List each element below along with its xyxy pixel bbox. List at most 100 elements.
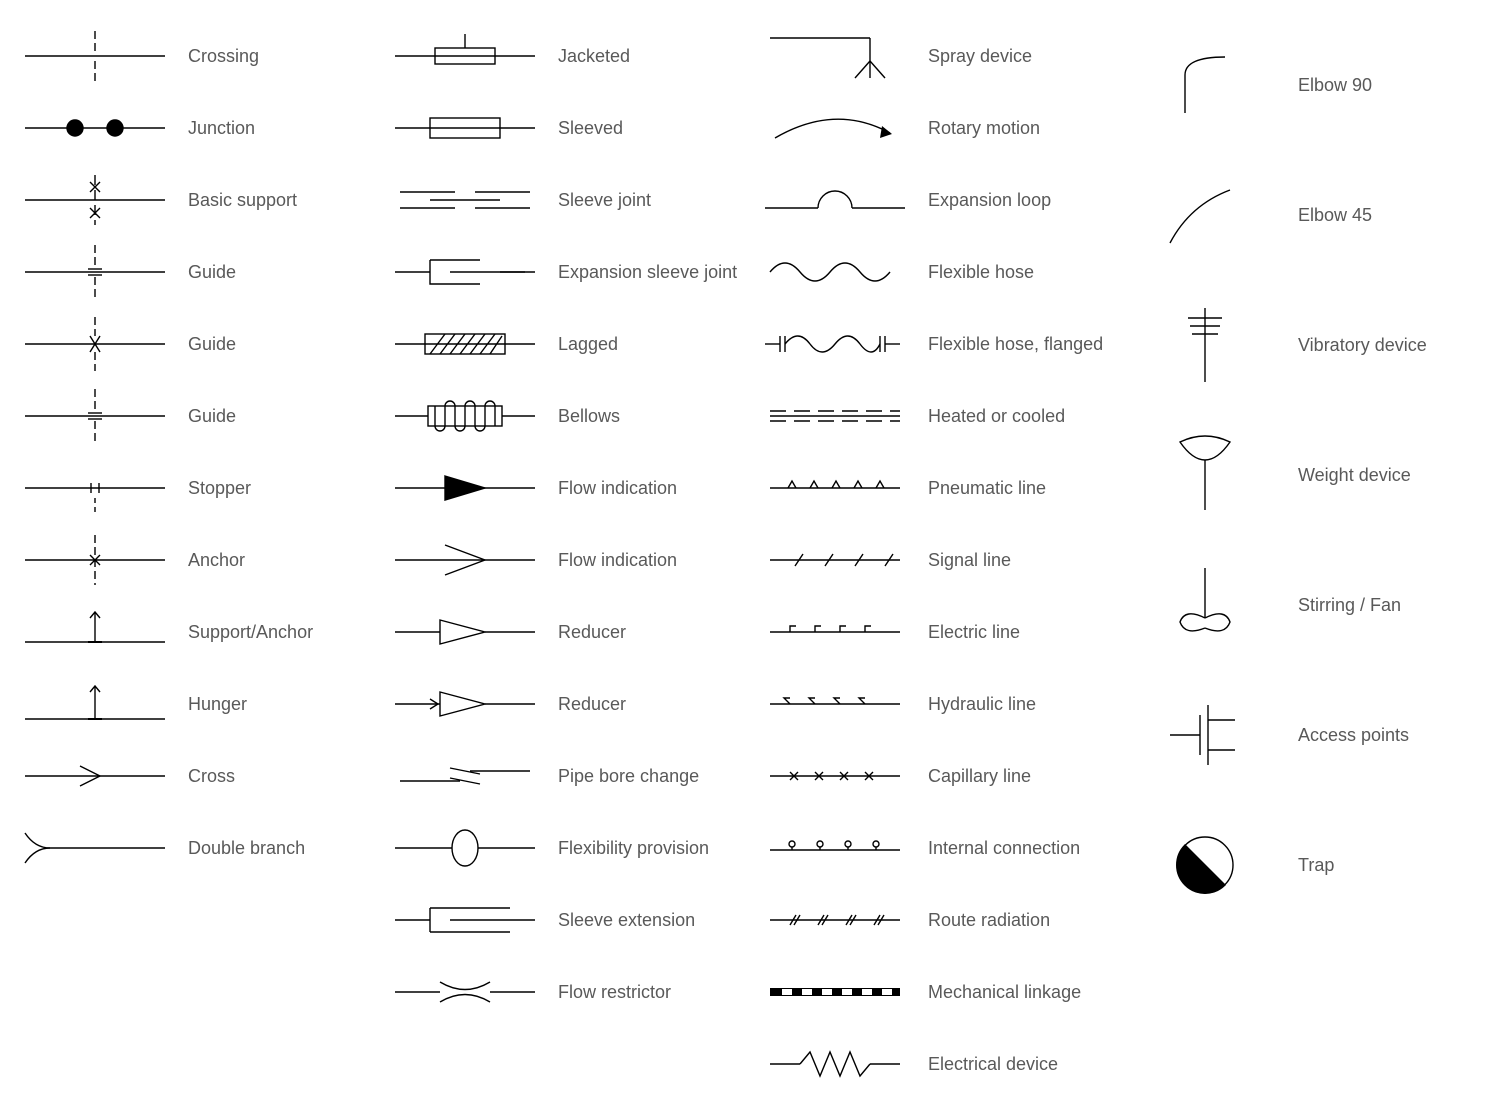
symbol-flow-indication-open: Flow indication <box>390 524 740 596</box>
symbol-pneumatic-line: Pneumatic line <box>760 452 1110 524</box>
symbol-internal-connection: Internal connection <box>760 812 1110 884</box>
symbol-jacketed: Jacketed <box>390 20 740 92</box>
pipe-bore-change-label: Pipe bore change <box>558 765 699 788</box>
expansion-loop-icon <box>760 170 910 230</box>
guide-2-label: Guide <box>188 333 236 356</box>
symbol-stirring-fan: Stirring / Fan <box>1130 540 1480 670</box>
flow-indication-solid-label: Flow indication <box>558 477 677 500</box>
symbol-pipe-bore-change: Pipe bore change <box>390 740 740 812</box>
symbol-sleeve-extension: Sleeve extension <box>390 884 740 956</box>
flow-indication-solid-icon <box>390 458 540 518</box>
symbol-junction: Junction <box>20 92 370 164</box>
guide-3-label: Guide <box>188 405 236 428</box>
hunger-icon <box>20 674 170 734</box>
access-points-icon <box>1130 705 1280 765</box>
support-anchor-icon <box>20 602 170 662</box>
anchor-icon <box>20 530 170 590</box>
sleeve-joint-icon <box>390 170 540 230</box>
symbol-access-points: Access points <box>1130 670 1480 800</box>
symbol-guide-2: Guide <box>20 308 370 380</box>
symbol-flexible-hose: Flexible hose <box>760 236 1110 308</box>
spray-device-icon <box>760 26 910 86</box>
flow-indication-open-label: Flow indication <box>558 549 677 572</box>
symbol-hydraulic-line: Hydraulic line <box>760 668 1110 740</box>
heated-or-cooled-icon <box>760 386 910 446</box>
support-anchor-label: Support/Anchor <box>188 621 313 644</box>
crossing-label: Crossing <box>188 45 259 68</box>
trap-icon <box>1130 835 1280 895</box>
symbol-sleeved: Sleeved <box>390 92 740 164</box>
flexible-hose-flanged-label: Flexible hose, flanged <box>928 333 1103 356</box>
flexibility-provision-icon <box>390 818 540 878</box>
weight-device-icon <box>1130 445 1280 505</box>
column-3: Spray device Rotary motion Expansion loo… <box>760 20 1110 1100</box>
rotary-motion-icon <box>760 98 910 158</box>
signal-line-label: Signal line <box>928 549 1011 572</box>
sleeve-extension-label: Sleeve extension <box>558 909 695 932</box>
junction-label: Junction <box>188 117 255 140</box>
symbol-guide-3: Guide <box>20 380 370 452</box>
flow-restrictor-icon <box>390 962 540 1022</box>
symbol-flow-indication-solid: Flow indication <box>390 452 740 524</box>
symbol-electrical-device: Electrical device <box>760 1028 1110 1100</box>
symbol-support-anchor: Support/Anchor <box>20 596 370 668</box>
symbol-route-radiation: Route radiation <box>760 884 1110 956</box>
symbol-reducer: Reducer <box>390 596 740 668</box>
sleeve-extension-icon <box>390 890 540 950</box>
elbow-45-label: Elbow 45 <box>1298 204 1372 227</box>
crossing-icon <box>20 26 170 86</box>
basic-support-label: Basic support <box>188 189 297 212</box>
internal-connection-label: Internal connection <box>928 837 1080 860</box>
symbol-guide-1: Guide <box>20 236 370 308</box>
symbol-grid: Crossing Junction Basic s <box>20 20 1480 1100</box>
guide-1-label: Guide <box>188 261 236 284</box>
capillary-line-label: Capillary line <box>928 765 1031 788</box>
guide-2-icon <box>20 314 170 374</box>
electric-line-label: Electric line <box>928 621 1020 644</box>
elbow-90-icon <box>1130 55 1280 115</box>
pipe-bore-change-icon <box>390 746 540 806</box>
hydraulic-line-label: Hydraulic line <box>928 693 1036 716</box>
mechanical-linkage-icon <box>760 962 910 1022</box>
heated-or-cooled-label: Heated or cooled <box>928 405 1065 428</box>
pneumatic-line-label: Pneumatic line <box>928 477 1046 500</box>
elbow-45-icon <box>1130 185 1280 245</box>
bellows-label: Bellows <box>558 405 620 428</box>
symbol-flow-restrictor: Flow restrictor <box>390 956 740 1028</box>
jacketed-label: Jacketed <box>558 45 630 68</box>
guide-3-icon <box>20 386 170 446</box>
route-radiation-label: Route radiation <box>928 909 1050 932</box>
symbol-stopper: Stopper <box>20 452 370 524</box>
double-branch-icon <box>20 818 170 878</box>
sleeved-label: Sleeved <box>558 117 623 140</box>
sleeve-joint-label: Sleeve joint <box>558 189 651 212</box>
bellows-icon <box>390 386 540 446</box>
column-2: Jacketed Sleeved Sleeve j <box>390 20 740 1100</box>
symbol-elbow-90: Elbow 90 <box>1130 20 1480 150</box>
stirring-fan-label: Stirring / Fan <box>1298 594 1401 617</box>
access-points-label: Access points <box>1298 724 1409 747</box>
symbol-elbow-45: Elbow 45 <box>1130 150 1480 280</box>
symbol-hunger: Hunger <box>20 668 370 740</box>
stopper-label: Stopper <box>188 477 251 500</box>
cross-icon <box>20 746 170 806</box>
symbol-lagged: Lagged <box>390 308 740 380</box>
route-radiation-icon <box>760 890 910 950</box>
flow-restrictor-label: Flow restrictor <box>558 981 671 1004</box>
symbol-mechanical-linkage: Mechanical linkage <box>760 956 1110 1028</box>
symbol-capillary-line: Capillary line <box>760 740 1110 812</box>
symbol-flexibility-provision: Flexibility provision <box>390 812 740 884</box>
junction-icon <box>20 98 170 158</box>
flexibility-provision-label: Flexibility provision <box>558 837 709 860</box>
symbol-flexible-hose-flanged: Flexible hose, flanged <box>760 308 1110 380</box>
flexible-hose-icon <box>760 242 910 302</box>
symbol-trap: Trap <box>1130 800 1480 930</box>
capillary-line-icon <box>760 746 910 806</box>
stopper-icon <box>20 458 170 518</box>
symbol-cross: Cross <box>20 740 370 812</box>
symbol-electric-line: Electric line <box>760 596 1110 668</box>
elbow-90-label: Elbow 90 <box>1298 74 1372 97</box>
hunger-label: Hunger <box>188 693 247 716</box>
expansion-sleeve-joint-label: Expansion sleeve joint <box>558 261 737 284</box>
jacketed-icon <box>390 26 540 86</box>
